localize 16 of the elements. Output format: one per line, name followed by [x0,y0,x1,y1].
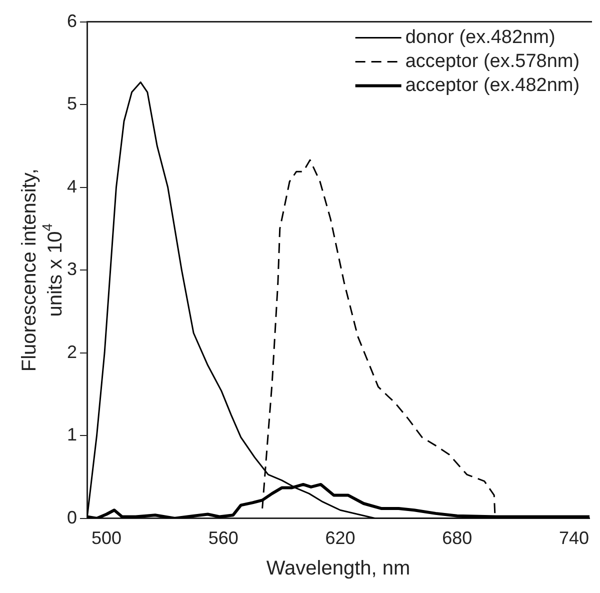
y-tick-label: 3 [66,259,78,280]
legend-label: acceptor (ex.578nm) [405,51,580,72]
y-tick-label: 6 [66,10,78,31]
y-tick-label: 4 [66,176,78,196]
x-tick-label: 680 [442,528,472,548]
x-tick-label: 500 [91,528,122,548]
x-axis-title: Wavelength, nm [266,558,410,580]
legend-label: acceptor (ex.482nm) [405,75,580,96]
x-tick-label: 620 [325,528,356,548]
y-tick-label: 1 [66,424,78,445]
y-tick-label: 2 [66,342,78,362]
x-tick-label: 740 [558,528,590,548]
y-tick-label: 0 [66,507,78,528]
x-tick-label: 560 [208,528,238,548]
y-tick-label: 5 [66,94,78,114]
legend-label: donor (ex.482nm) [405,27,556,48]
